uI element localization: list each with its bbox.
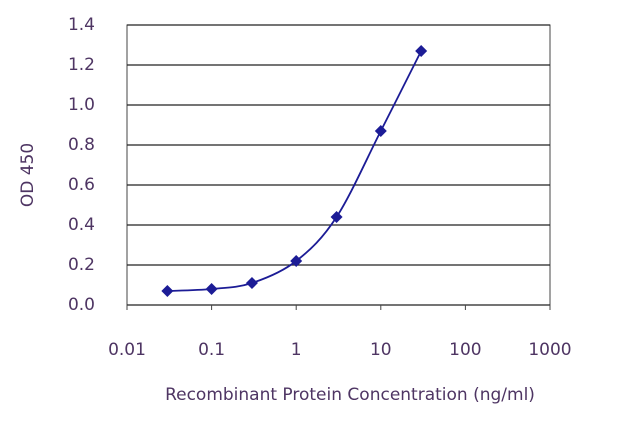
x-tick-label: 1000 <box>528 340 571 360</box>
data-point <box>245 277 258 289</box>
y-tick-label: 0.0 <box>68 295 95 315</box>
y-tick-label: 1.0 <box>68 95 95 115</box>
y-tick-label: 0.8 <box>68 135 95 155</box>
x-axis-label: Recombinant Protein Concentration (ng/ml… <box>165 385 535 405</box>
data-point <box>205 283 218 295</box>
x-tick-label: 1 <box>291 340 302 360</box>
x-tick-label: 0.01 <box>108 340 146 360</box>
y-axis-label: OD 450 <box>18 143 38 207</box>
y-tick-label: 1.2 <box>68 55 95 75</box>
y-tick-label: 0.6 <box>68 175 95 195</box>
x-tick-label: 10 <box>370 340 392 360</box>
x-tick-label: 0.1 <box>198 340 225 360</box>
data-point <box>374 125 387 137</box>
series-line <box>167 50 422 292</box>
data-point <box>415 45 428 57</box>
y-tick-label: 0.2 <box>68 255 95 275</box>
y-tick-label: 1.4 <box>68 15 95 35</box>
data-point <box>290 255 303 267</box>
x-tick-label: 100 <box>449 340 481 360</box>
plot-frame <box>126 24 551 306</box>
y-tick-label: 0.4 <box>68 215 95 235</box>
data-point <box>161 285 174 297</box>
data-point <box>330 211 343 223</box>
